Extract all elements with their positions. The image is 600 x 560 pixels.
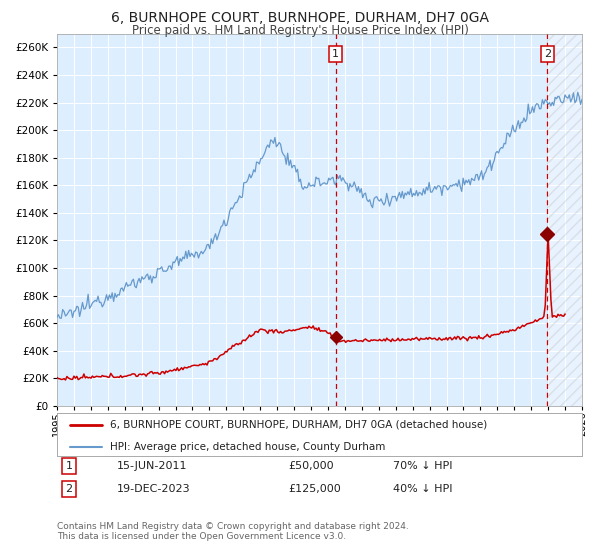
- Bar: [547, 34, 582, 406]
- Text: Price paid vs. HM Land Registry's House Price Index (HPI): Price paid vs. HM Land Registry's House …: [131, 24, 469, 36]
- Text: 19-DEC-2023: 19-DEC-2023: [117, 484, 191, 494]
- Text: 6, BURNHOPE COURT, BURNHOPE, DURHAM, DH7 0GA (detached house): 6, BURNHOPE COURT, BURNHOPE, DURHAM, DH7…: [110, 419, 487, 430]
- Text: HPI: Average price, detached house, County Durham: HPI: Average price, detached house, Coun…: [110, 442, 385, 452]
- Text: 6, BURNHOPE COURT, BURNHOPE, DURHAM, DH7 0GA: 6, BURNHOPE COURT, BURNHOPE, DURHAM, DH7…: [111, 11, 489, 25]
- Text: 1: 1: [65, 461, 73, 471]
- Text: 15-JUN-2011: 15-JUN-2011: [117, 461, 187, 471]
- Text: Contains HM Land Registry data © Crown copyright and database right 2024.
This d: Contains HM Land Registry data © Crown c…: [57, 522, 409, 542]
- Text: £125,000: £125,000: [288, 484, 341, 494]
- Text: 40% ↓ HPI: 40% ↓ HPI: [393, 484, 452, 494]
- Text: 1: 1: [332, 49, 339, 59]
- Text: 70% ↓ HPI: 70% ↓ HPI: [393, 461, 452, 471]
- Text: 2: 2: [65, 484, 73, 494]
- Text: £50,000: £50,000: [288, 461, 334, 471]
- Text: 2: 2: [544, 49, 551, 59]
